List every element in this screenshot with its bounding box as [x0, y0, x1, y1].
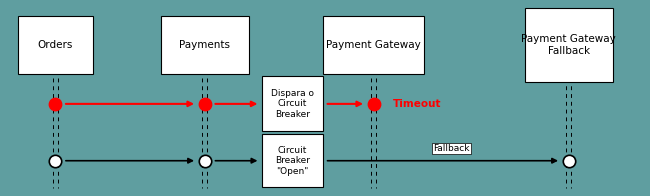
Point	[200, 102, 210, 105]
Point	[564, 159, 574, 162]
FancyBboxPatch shape	[261, 134, 324, 187]
Point	[50, 102, 60, 105]
Text: Circuit
Breaker
"Open": Circuit Breaker "Open"	[275, 146, 310, 176]
Point	[200, 159, 210, 162]
Text: Timeout: Timeout	[393, 99, 442, 109]
Text: Payment Gateway: Payment Gateway	[326, 40, 421, 50]
Text: Payments: Payments	[179, 40, 230, 50]
Point	[369, 102, 379, 105]
FancyBboxPatch shape	[161, 16, 248, 74]
Text: Payment Gateway
Fallback: Payment Gateway Fallback	[521, 34, 616, 56]
Text: Fallback: Fallback	[434, 144, 470, 153]
Text: Dispara o
Circuit
Breaker: Dispara o Circuit Breaker	[271, 89, 314, 119]
Point	[50, 159, 60, 162]
FancyBboxPatch shape	[261, 76, 324, 131]
FancyBboxPatch shape	[323, 16, 424, 74]
FancyBboxPatch shape	[525, 8, 612, 82]
FancyBboxPatch shape	[18, 16, 93, 74]
Text: Orders: Orders	[38, 40, 73, 50]
